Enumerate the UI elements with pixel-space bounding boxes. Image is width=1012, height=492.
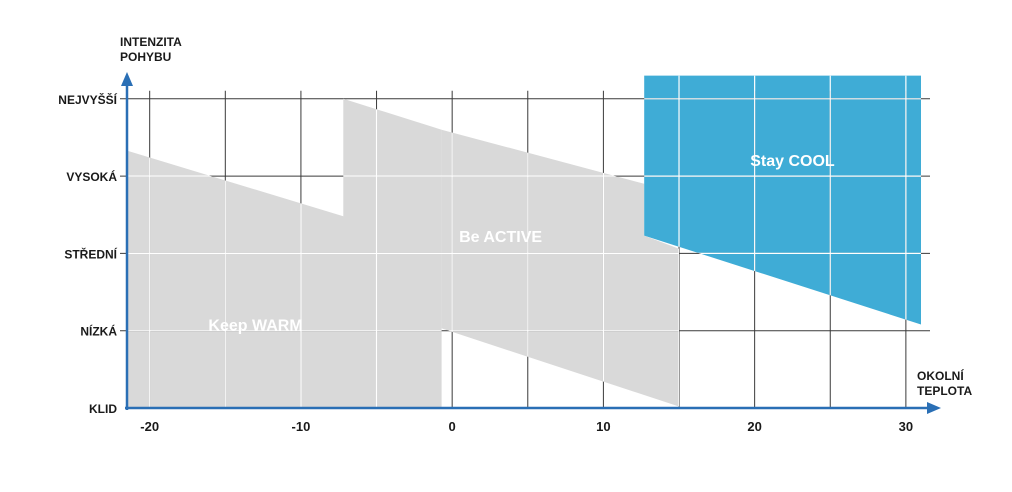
zone-label-be-active: Be ACTIVE <box>459 229 542 246</box>
zone-label-stay-cool: Stay COOL <box>750 153 835 170</box>
y-axis-title: INTENZITA <box>120 35 182 49</box>
x-tick-label: -20 <box>140 419 159 434</box>
y-category-label: NEJVYŠŠÍ <box>58 92 117 107</box>
x-tick-label: 10 <box>596 419 610 434</box>
x-tick-label: 0 <box>449 419 456 434</box>
zone-stay-cool <box>644 75 921 325</box>
y-axis-arrow-icon <box>121 72 133 86</box>
y-category-label: VYSOKÁ <box>66 169 117 184</box>
y-axis-title: POHYBU <box>120 50 171 64</box>
x-axis-title: TEPLOTA <box>917 384 972 398</box>
y-category-label: KLID <box>89 402 117 416</box>
y-category-label: STŘEDNÍ <box>64 246 117 261</box>
x-tick-label: 20 <box>747 419 761 434</box>
x-tick-label: -10 <box>292 419 311 434</box>
x-axis-arrow-icon <box>927 402 941 414</box>
x-axis-title: OKOLNÍ <box>917 368 964 383</box>
y-category-label: NÍZKÁ <box>80 324 117 339</box>
x-tick-label: 30 <box>899 419 913 434</box>
zone-label-keep-warm: Keep WARM <box>208 318 302 335</box>
zone-be-active <box>441 129 679 408</box>
